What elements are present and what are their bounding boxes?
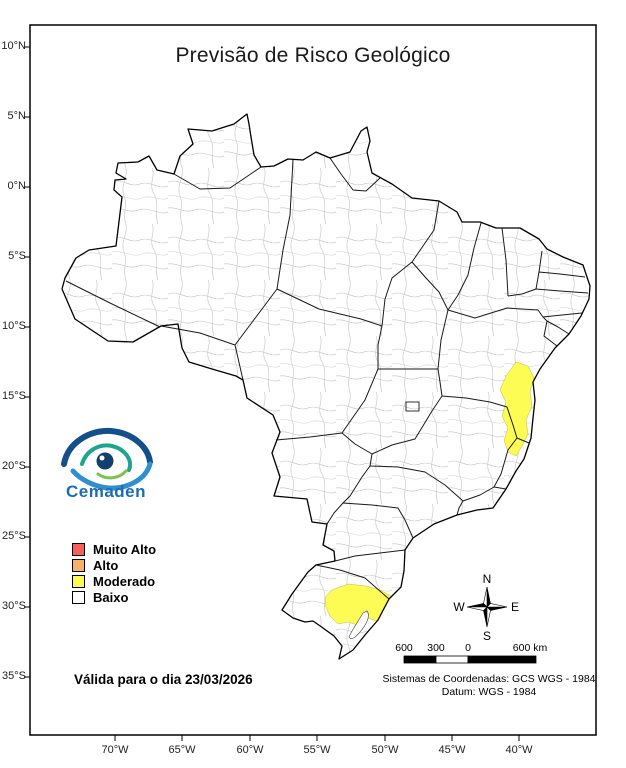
- lat-label-5n: 5°N: [7, 110, 26, 122]
- scale-label-300: 300: [427, 642, 445, 654]
- legend-swatch-baixo: [72, 590, 85, 604]
- legend-label-muito-alto: Muito Alto: [93, 541, 157, 557]
- brazil-country-outline: [61, 113, 591, 660]
- legend-label-baixo: Baixo: [93, 589, 129, 605]
- scale-label-600-left: 600: [395, 642, 413, 654]
- legend-label-moderado: Moderado: [93, 573, 156, 589]
- lat-label-35s: 35°S: [2, 670, 26, 682]
- compass-east-label: E: [511, 600, 519, 614]
- lon-label-40w: 40°W: [505, 744, 533, 756]
- scale-label-600-km: 600 km: [513, 642, 548, 654]
- legend-row-muito-alto: Muito Alto: [72, 541, 156, 557]
- credits-line-coordinates: Sistemas de Coordenadas: GCS WGS - 1984: [382, 673, 596, 685]
- legend-swatch-moderado: [72, 574, 85, 588]
- patos-lagoon: [348, 610, 369, 639]
- axis-ticks: [24, 46, 520, 741]
- lat-label-25s: 25°S: [2, 530, 26, 542]
- lat-label-10n: 10°N: [1, 40, 26, 52]
- scale-label-0: 0: [465, 642, 471, 654]
- legend-swatch-muito-alto: [72, 542, 85, 556]
- lon-label-60w: 60°W: [236, 744, 264, 756]
- distrito-federal-boundary: [405, 401, 420, 412]
- coordinate-system-credits: Sistemas de Coordenadas: GCS WGS - 1984 …: [372, 673, 606, 699]
- state-boundaries: [65, 157, 589, 600]
- lat-label-15s: 15°S: [2, 390, 26, 402]
- compass-west-label: W: [453, 600, 465, 614]
- cemaden-logo: Cemaden: [61, 427, 153, 501]
- legend-row-moderado: Moderado: [72, 573, 156, 589]
- lon-label-45w: 45°W: [438, 744, 466, 756]
- cemaden-logo-text: Cemaden: [66, 482, 146, 501]
- map-title: Previsão de Risco Geológico: [175, 44, 451, 67]
- moderate-risk-layer: [324, 361, 535, 627]
- scale-bar: 600 300 0 600 km: [395, 642, 548, 664]
- legend-row-baixo: Baixo: [72, 589, 156, 605]
- compass-rose: N S W E: [453, 572, 519, 643]
- lat-label-20s: 20°S: [2, 460, 26, 472]
- lat-label-0: 0°N: [7, 180, 26, 192]
- lat-label-5s: 5°S: [8, 250, 26, 262]
- validity-date-text: Válida para o dia 23/03/2026: [74, 672, 253, 687]
- lat-label-30s: 30°S: [2, 600, 26, 612]
- lon-label-50w: 50°W: [371, 744, 399, 756]
- legend-label-alto: Alto: [93, 557, 119, 573]
- risk-legend: Muito Alto Alto Moderado Baixo: [72, 541, 156, 605]
- compass-south-label: S: [483, 629, 491, 643]
- compass-north-label: N: [483, 572, 492, 586]
- map-frame: [29, 24, 597, 736]
- moderate-risk-region-east: [499, 361, 535, 457]
- legend-swatch-alto: [72, 558, 85, 572]
- credits-line-datum: Datum: WGS - 1984: [441, 686, 537, 698]
- lon-label-65w: 65°W: [168, 744, 196, 756]
- legend-row-alto: Alto: [72, 557, 156, 573]
- lat-label-10s: 10°S: [2, 320, 26, 332]
- lon-label-55w: 55°W: [303, 744, 331, 756]
- lon-label-70w: 70°W: [101, 744, 129, 756]
